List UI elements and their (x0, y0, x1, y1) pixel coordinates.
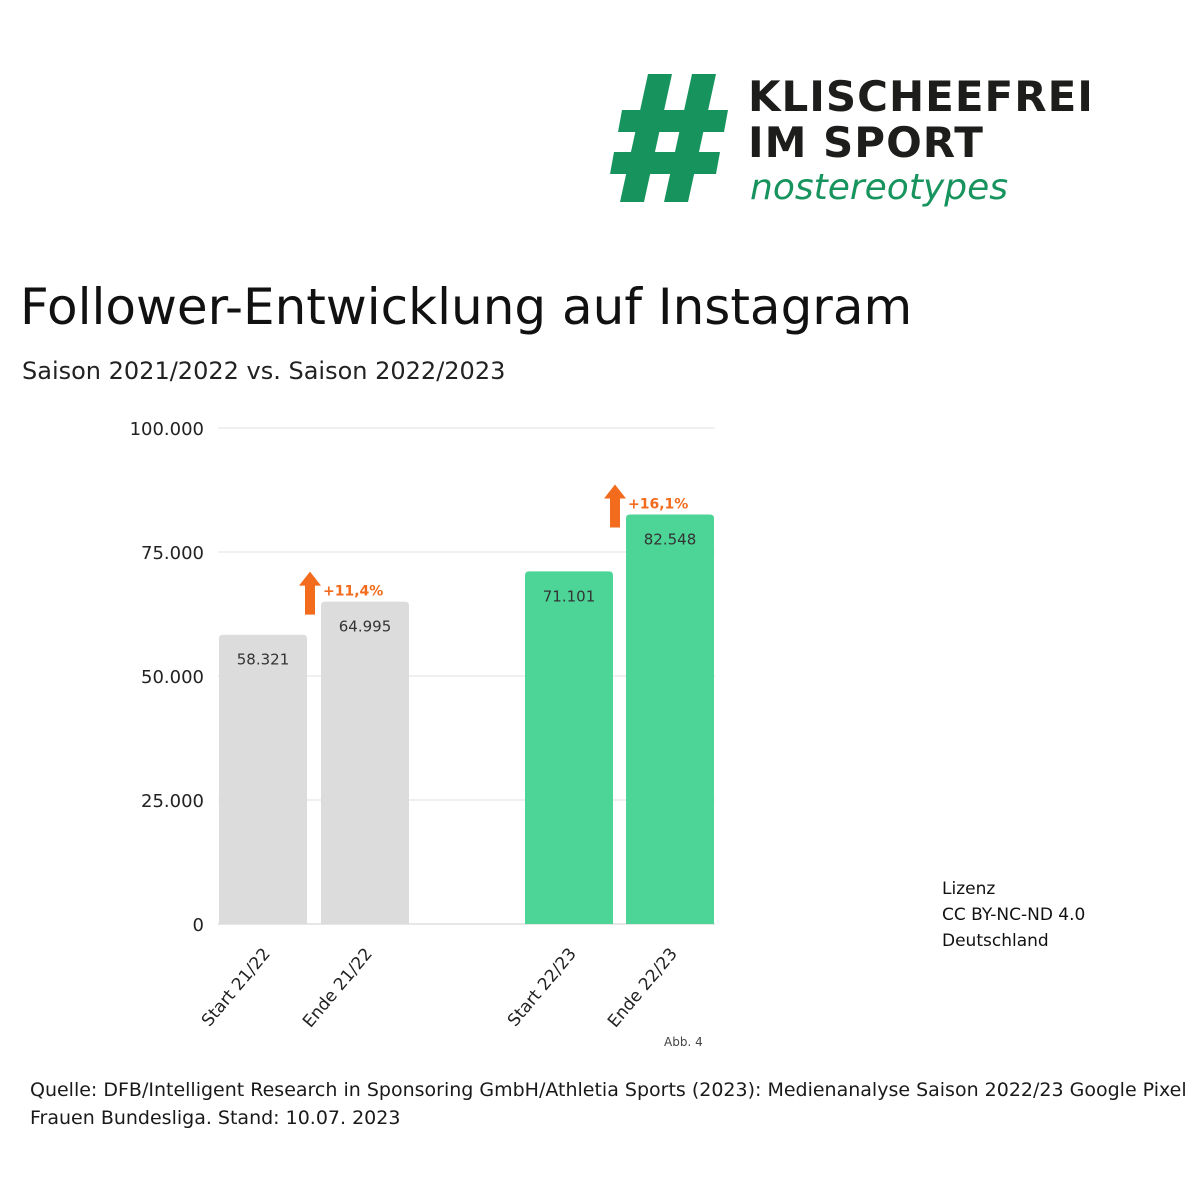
license-name: CC BY-NC-ND 4.0 (942, 905, 1086, 925)
bar (525, 571, 613, 924)
bar (626, 514, 714, 924)
source-citation: Quelle: DFB/Intelligent Research in Spon… (30, 1079, 1187, 1129)
bar-chart: 0 25.000 50.000 75.000 100.000 58.321 Start 21… (130, 419, 715, 1032)
chart-title: Follower-Entwicklung auf Instagram (20, 278, 913, 336)
growth-annotation: +16,1% (628, 497, 688, 513)
y-tick-label: 100.000 (130, 419, 204, 440)
data-label: 64.995 (339, 618, 392, 636)
figure-number: Abb. 4 (664, 1035, 703, 1049)
y-tick-label: 25.000 (141, 791, 204, 812)
up-arrow-icon (299, 571, 321, 615)
license-info: Lizenz CC BY-NC-ND 4.0 Deutschland (942, 876, 1085, 954)
y-tick-label: 0 (193, 915, 204, 936)
bar (219, 634, 307, 924)
license-label: Lizenz (942, 879, 996, 899)
hashtag-icon (610, 74, 728, 202)
x-tick-label: Start 22/23 (504, 944, 581, 1030)
chart-subtitle: Saison 2021/2022 vs. Saison 2022/2023 (22, 357, 506, 385)
data-label: 82.548 (644, 531, 697, 549)
x-tick-label: Ende 22/23 (604, 944, 682, 1031)
brand-logo: KLISCHEEFREI IM SPORT nostereotypes (610, 70, 1110, 220)
data-label: 58.321 (237, 651, 290, 669)
growth-annotation: +11,4% (323, 584, 383, 600)
data-label: 71.101 (543, 587, 596, 605)
bar (321, 601, 409, 924)
x-tick-label: Start 21/22 (198, 944, 275, 1030)
logo-line-3: nostereotypes (750, 167, 1009, 208)
x-tick-label: Ende 21/22 (299, 944, 377, 1031)
license-country: Deutschland (942, 931, 1049, 951)
y-tick-label: 75.000 (141, 543, 204, 564)
up-arrow-icon (604, 484, 626, 528)
y-tick-label: 50.000 (141, 667, 204, 688)
logo-line-1: KLISCHEEFREI (748, 72, 1094, 121)
logo-line-2: IM SPORT (748, 118, 984, 167)
